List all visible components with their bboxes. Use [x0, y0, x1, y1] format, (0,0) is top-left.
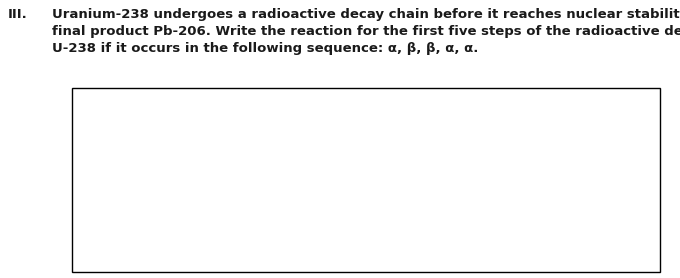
Text: final product Pb-206. Write the reaction for the first five steps of the radioac: final product Pb-206. Write the reaction… [52, 25, 680, 38]
Text: Uranium-238 undergoes a radioactive decay chain before it reaches nuclear stabil: Uranium-238 undergoes a radioactive deca… [52, 8, 680, 21]
Bar [72, 88, 660, 272]
Text: U-238 if it occurs in the following sequence: α, β, β, α, α.: U-238 if it occurs in the following sequ… [52, 42, 478, 55]
Text: III.: III. [8, 8, 28, 21]
